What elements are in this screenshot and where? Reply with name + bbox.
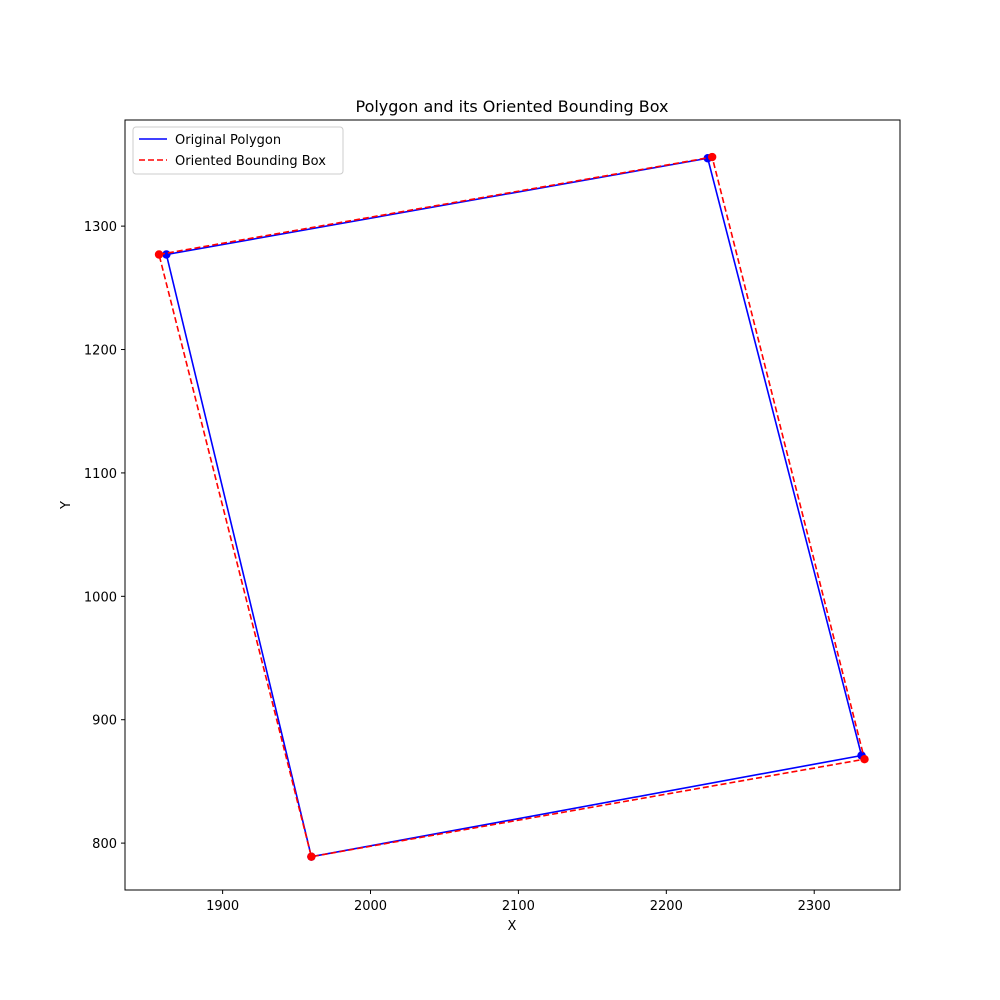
legend: Original Polygon Oriented Bounding Box [132, 126, 344, 175]
y-tick-label: 1100 [84, 467, 117, 482]
x-tick-label: 2200 [650, 899, 683, 914]
x-axis-label: X [508, 919, 517, 934]
y-tick-label: 1300 [84, 220, 117, 235]
plot-area [154, 152, 869, 861]
x-tick-label: 2100 [502, 899, 535, 914]
oriented-bounding-box-vertex [307, 852, 316, 861]
plot-frame [124, 119, 901, 891]
x-tick-label: 2300 [798, 899, 831, 914]
oriented-bounding-box-vertex [707, 152, 717, 162]
x-axis: 1900 2000 2100 2200 2300 [206, 890, 831, 914]
x-tick-label: 2000 [354, 899, 387, 914]
y-axis-label: Y [59, 501, 74, 510]
oriented-bounding-box-vertex [860, 754, 869, 764]
oriented-bounding-box-vertex [154, 250, 164, 259]
legend-box [132, 126, 344, 175]
y-tick-label: 900 [92, 714, 117, 729]
chart-title: Polygon and its Oriented Bounding Box [355, 97, 668, 116]
y-tick-label: 1200 [84, 344, 117, 359]
legend-label-original-polygon: Original Polygon [175, 133, 281, 148]
legend-label-oriented-bounding-box: Oriented Bounding Box [175, 154, 326, 169]
x-tick-label: 1900 [206, 899, 239, 914]
y-axis: 800 900 1000 1100 1200 1300 [84, 220, 125, 852]
y-tick-label: 1000 [84, 590, 117, 605]
y-tick-label: 800 [92, 837, 117, 852]
